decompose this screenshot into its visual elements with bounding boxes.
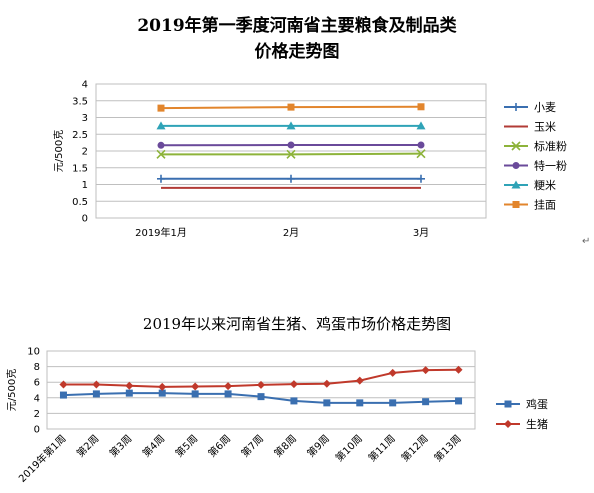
chart1-legend-label: 特一粉 bbox=[534, 159, 567, 173]
chart1-data-point bbox=[417, 174, 425, 183]
chart2-data-point bbox=[421, 366, 430, 375]
chart2-data-point bbox=[356, 399, 364, 407]
chart2-y-tick-label: 2 bbox=[34, 409, 40, 420]
chart1-legend-label: 小麦 bbox=[534, 101, 556, 114]
chart1-data-point bbox=[156, 149, 166, 159]
chart1-data-point bbox=[286, 121, 296, 130]
chart2-x-tick-label: 第10周 bbox=[333, 432, 365, 464]
chart2-data-point bbox=[224, 382, 233, 391]
chart1-data-point bbox=[416, 149, 426, 159]
chart1-legend-marker bbox=[511, 141, 521, 151]
chart2-y-tick-label: 0 bbox=[34, 425, 40, 436]
chart2-x-tick-label: 第2周 bbox=[74, 432, 102, 460]
chart2-x-tick-label: 第13周 bbox=[431, 432, 463, 464]
chart1-y-tick-label: 3.5 bbox=[72, 96, 88, 107]
chart2-data-point bbox=[290, 397, 298, 405]
chart2-x-tick-label: 第5周 bbox=[172, 432, 200, 460]
chart2-data-point bbox=[59, 380, 68, 389]
chart2-data-point bbox=[455, 397, 463, 405]
chart2-data-point bbox=[224, 390, 232, 398]
chart2-x-tick-label: 第7周 bbox=[238, 432, 266, 460]
chart2-x-tick-label: 第12周 bbox=[398, 432, 430, 464]
chart2-data-point bbox=[454, 365, 463, 374]
chart2-data-point bbox=[158, 382, 167, 391]
chart2-y-tick-label: 4 bbox=[34, 393, 40, 404]
chart2-plot-frame bbox=[46, 350, 476, 430]
chart1-data-point bbox=[157, 141, 165, 149]
chart2-x-tick-label: 第9周 bbox=[304, 432, 332, 460]
chart2-data-point bbox=[191, 390, 199, 398]
chart1-y-tick-label: 0 bbox=[82, 214, 88, 225]
chart2-data-point bbox=[92, 390, 100, 398]
chart1-legend-marker bbox=[512, 162, 520, 169]
chart2-x-tick-label: 第6周 bbox=[205, 432, 233, 460]
chart1-legend-marker bbox=[512, 103, 520, 111]
chart1-data-point bbox=[417, 141, 425, 149]
chart1-y-tick-label: 1 bbox=[82, 180, 88, 191]
chart1-y-tick-label: 4 bbox=[82, 80, 88, 91]
chart1-data-point bbox=[287, 103, 295, 111]
chart2-data-point bbox=[289, 380, 298, 389]
chart2-x-tick-label: 第4周 bbox=[140, 432, 168, 460]
chart2-y-tick-label: 8 bbox=[34, 362, 40, 373]
chart2-legend-label: 鸡蛋 bbox=[526, 397, 548, 411]
chart1-y-tick-label: 2.5 bbox=[72, 130, 88, 141]
chart1-legend-label: 挂面 bbox=[534, 198, 556, 212]
chart1-data-point bbox=[287, 174, 295, 183]
chart1-x-tick-label: 3月 bbox=[413, 227, 429, 239]
chart2-data-point bbox=[322, 379, 331, 388]
chart2-data-point bbox=[355, 376, 364, 385]
chart2-data-point bbox=[125, 381, 134, 390]
chart2-data-point bbox=[257, 380, 265, 389]
chart1-legend-label: 玉米 bbox=[534, 121, 556, 134]
chart1-x-tick-label: 2月 bbox=[283, 227, 299, 239]
chart2-legend-marker bbox=[504, 420, 512, 428]
chart2-title: 2019年以来河南省生猪、鸡蛋市场价格走势图 bbox=[142, 315, 452, 333]
chart1-data-point bbox=[287, 141, 295, 149]
chart2-data-point bbox=[59, 391, 67, 399]
chart2-x-tick-label: 第11周 bbox=[365, 432, 397, 464]
chart2-data-point bbox=[92, 380, 101, 389]
chart2-x-tick-label: 第3周 bbox=[107, 432, 135, 460]
chart2-x-tick-label: 第8周 bbox=[271, 432, 299, 460]
chart2-legend-label: 生猪 bbox=[526, 417, 548, 431]
chart1-data-point bbox=[157, 174, 165, 183]
chart2-x-tick-label: 2019年第1周 bbox=[16, 432, 69, 485]
chart2-data-point bbox=[191, 382, 200, 391]
chart2-data-point bbox=[257, 393, 265, 401]
chart1-data-point bbox=[156, 121, 166, 130]
chart1-legend-marker bbox=[512, 201, 520, 208]
chart1-y-tick-label: 3 bbox=[82, 113, 88, 124]
chart1-y-tick-label: 0.5 bbox=[72, 197, 88, 208]
chart1-legend-marker bbox=[511, 180, 521, 189]
chart2-legend-marker bbox=[504, 400, 512, 408]
chart1-y-tick-label: 2 bbox=[82, 147, 88, 158]
chart2-y-tick-label: 6 bbox=[34, 378, 40, 389]
chart1-legend-label: 标准粉 bbox=[534, 139, 567, 153]
chart2-data-point bbox=[422, 398, 430, 406]
chart1-title-line1: 2019年第一季度河南省主要粮食及制品类 bbox=[137, 16, 457, 36]
chart1-data-point bbox=[157, 104, 165, 112]
chart1-x-tick-label: 2019年1月 bbox=[135, 226, 187, 239]
chart1-data-point bbox=[286, 149, 296, 159]
chart1-y-axis-label: 元/500克 bbox=[53, 130, 65, 172]
chart1-legend-label: 粳米 bbox=[534, 178, 556, 192]
chart1-title-line2: 价格走势图 bbox=[254, 42, 340, 62]
paragraph-mark: ↵ bbox=[582, 236, 591, 247]
chart2-data-point bbox=[323, 399, 331, 407]
chart1-plot: 0 0.5 1 1.5 2 2.5 3 3.5 4 元/500克 2019年1月 2月 3月 小麦玉米标准… bbox=[53, 80, 567, 240]
chart2-data-point bbox=[389, 399, 397, 407]
chart2-y-tick-label: 10 bbox=[27, 347, 40, 358]
chart2-data-point bbox=[158, 389, 166, 397]
chart1-data-point bbox=[416, 121, 426, 130]
chart2-data-point bbox=[388, 368, 397, 377]
chart1-y-tick-label: 1.5 bbox=[72, 163, 88, 174]
chart2-data-point bbox=[125, 389, 133, 397]
chart2-y-axis-label: 元/500克 bbox=[6, 369, 18, 411]
chart1-data-point bbox=[417, 103, 425, 111]
